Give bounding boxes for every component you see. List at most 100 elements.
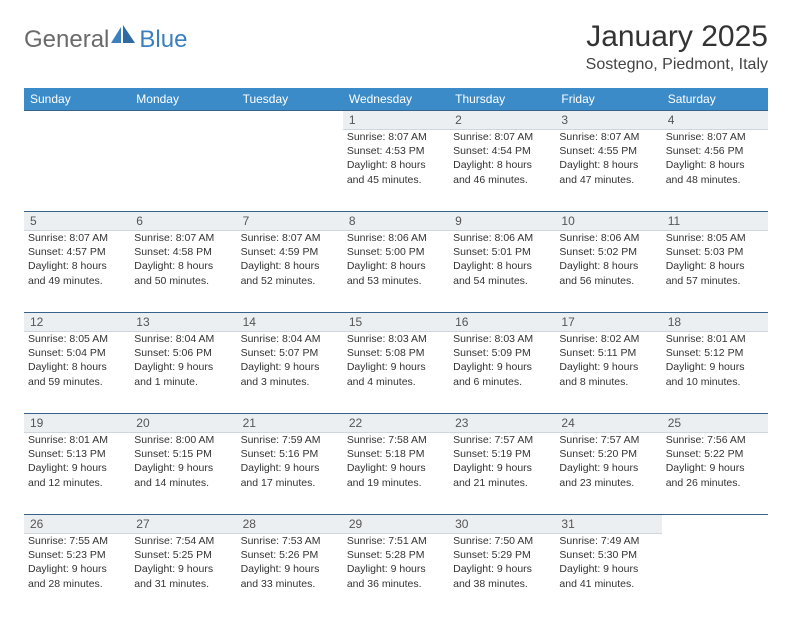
daylight-text: and 26 minutes. (666, 476, 764, 490)
day-number: 19 (24, 413, 130, 433)
day-cell: Sunrise: 8:02 AMSunset: 5:11 PMDaylight:… (555, 332, 661, 393)
day-cell: Sunrise: 8:01 AMSunset: 5:12 PMDaylight:… (662, 332, 768, 393)
weekday-header-row: SundayMondayTuesdayWednesdayThursdayFrid… (24, 88, 768, 110)
page-header: General Blue January 2025 Sostegno, Pied… (24, 20, 768, 74)
daylight-text: Daylight: 8 hours (453, 259, 551, 273)
sunrise-text: Sunrise: 8:01 AM (666, 332, 764, 346)
sunset-text: Sunset: 4:53 PM (347, 144, 445, 158)
sunset-text: Sunset: 5:16 PM (241, 447, 339, 461)
day-number: 18 (662, 312, 768, 332)
daylight-text: and 12 minutes. (28, 476, 126, 490)
day-number: 4 (662, 110, 768, 130)
sunset-text: Sunset: 5:25 PM (134, 548, 232, 562)
sunrise-text: Sunrise: 8:07 AM (134, 231, 232, 245)
sunrise-text: Sunrise: 8:05 AM (666, 231, 764, 245)
day-content-row: Sunrise: 8:01 AMSunset: 5:13 PMDaylight:… (24, 433, 768, 514)
day-cell: Sunrise: 8:04 AMSunset: 5:07 PMDaylight:… (237, 332, 343, 393)
day-cell: Sunrise: 7:50 AMSunset: 5:29 PMDaylight:… (449, 534, 555, 595)
daylight-text: Daylight: 9 hours (241, 562, 339, 576)
calendar-table: SundayMondayTuesdayWednesdayThursdayFrid… (24, 88, 768, 615)
daylight-text: and 48 minutes. (666, 173, 764, 187)
daylight-text: Daylight: 9 hours (347, 360, 445, 374)
day-content-row: Sunrise: 7:55 AMSunset: 5:23 PMDaylight:… (24, 534, 768, 615)
daylight-text: Daylight: 8 hours (134, 259, 232, 273)
day-cell: Sunrise: 8:06 AMSunset: 5:01 PMDaylight:… (449, 231, 555, 292)
day-number: 20 (130, 413, 236, 433)
daylight-text: and 54 minutes. (453, 274, 551, 288)
day-content-row: Sunrise: 8:05 AMSunset: 5:04 PMDaylight:… (24, 332, 768, 413)
daylight-text: Daylight: 8 hours (559, 158, 657, 172)
day-cell: Sunrise: 7:49 AMSunset: 5:30 PMDaylight:… (555, 534, 661, 595)
daylight-text: and 19 minutes. (347, 476, 445, 490)
day-number: 12 (24, 312, 130, 332)
sunrise-text: Sunrise: 8:02 AM (559, 332, 657, 346)
day-number-row: 262728293031 (24, 514, 768, 534)
daylight-text: and 10 minutes. (666, 375, 764, 389)
daylight-text: Daylight: 9 hours (453, 562, 551, 576)
daylight-text: and 17 minutes. (241, 476, 339, 490)
sunrise-text: Sunrise: 7:59 AM (241, 433, 339, 447)
daylight-text: Daylight: 9 hours (134, 360, 232, 374)
daylight-text: and 8 minutes. (559, 375, 657, 389)
weekday-header: Saturday (662, 88, 768, 110)
day-cell: Sunrise: 7:53 AMSunset: 5:26 PMDaylight:… (237, 534, 343, 595)
daylight-text: and 36 minutes. (347, 577, 445, 591)
day-cell: Sunrise: 8:00 AMSunset: 5:15 PMDaylight:… (130, 433, 236, 494)
day-number: 29 (343, 514, 449, 534)
weekday-header: Friday (555, 88, 661, 110)
daylight-text: Daylight: 9 hours (559, 360, 657, 374)
day-cell: Sunrise: 7:58 AMSunset: 5:18 PMDaylight:… (343, 433, 449, 494)
sunrise-text: Sunrise: 8:06 AM (347, 231, 445, 245)
day-number: 10 (555, 211, 661, 231)
day-cell: Sunrise: 8:05 AMSunset: 5:04 PMDaylight:… (24, 332, 130, 393)
sunrise-text: Sunrise: 8:06 AM (453, 231, 551, 245)
daylight-text: and 47 minutes. (559, 173, 657, 187)
daylight-text: and 38 minutes. (453, 577, 551, 591)
day-cell: Sunrise: 7:56 AMSunset: 5:22 PMDaylight:… (662, 433, 768, 494)
sunset-text: Sunset: 4:57 PM (28, 245, 126, 259)
day-content-row: Sunrise: 8:07 AM Sunset: 4:57 PM Daylight:… (24, 231, 768, 312)
sunrise-text: Sunrise: 8:07 AM (453, 130, 551, 144)
logo-text-general: General (24, 26, 109, 54)
day-number: 26 (24, 514, 130, 534)
day-cell: Sunrise: 8:03 AMSunset: 5:08 PMDaylight:… (343, 332, 449, 393)
sunrise-text: Sunrise: 7:58 AM (347, 433, 445, 447)
day-number-empty (662, 514, 768, 533)
sunset-text: Sunset: 5:12 PM (666, 346, 764, 360)
daylight-text: and 33 minutes. (241, 577, 339, 591)
sunset-text: Sunset: 5:20 PM (559, 447, 657, 461)
sunset-text: Sunset: 5:04 PM (28, 346, 126, 360)
day-number: 28 (237, 514, 343, 534)
daylight-text: and 3 minutes. (241, 375, 339, 389)
sunrise-text: Sunrise: 7:51 AM (347, 534, 445, 548)
day-number: 2 (449, 110, 555, 130)
sunrise-text: Sunrise: 8:06 AM (559, 231, 657, 245)
daylight-text: and 50 minutes. (134, 274, 232, 288)
brand-logo: General Blue (24, 20, 187, 54)
daylight-text: Daylight: 8 hours (453, 158, 551, 172)
sunrise-text: Sunrise: 8:00 AM (134, 433, 232, 447)
daylight-text: and 14 minutes. (134, 476, 232, 490)
sunset-text: Sunset: 5:26 PM (241, 548, 339, 562)
sunset-text: Sunset: 5:18 PM (347, 447, 445, 461)
sunset-text: Sunset: 4:55 PM (559, 144, 657, 158)
day-cell: Sunrise: 8:07 AMSunset: 4:56 PMDaylight:… (662, 130, 768, 191)
sunset-text: Sunset: 5:15 PM (134, 447, 232, 461)
day-number-empty (130, 110, 236, 129)
daylight-text: Daylight: 9 hours (241, 461, 339, 475)
day-cell: Sunrise: 8:07 AMSunset: 4:54 PMDaylight:… (449, 130, 555, 191)
sunrise-text: Sunrise: 7:54 AM (134, 534, 232, 548)
day-number-empty (237, 110, 343, 129)
day-number: 21 (237, 413, 343, 433)
daylight-text: and 57 minutes. (666, 274, 764, 288)
logo-sail-icon (109, 23, 137, 45)
sunset-text: Sunset: 5:01 PM (453, 245, 551, 259)
daylight-text: Daylight: 8 hours (666, 259, 764, 273)
day-number: 5 (24, 211, 130, 231)
sunset-text: Sunset: 5:19 PM (453, 447, 551, 461)
daylight-text: and 46 minutes. (453, 173, 551, 187)
sunrise-text: Sunrise: 8:04 AM (134, 332, 232, 346)
day-number: 1 (343, 110, 449, 130)
sunrise-text: Sunrise: 8:07 AM (347, 130, 445, 144)
day-number: 13 (130, 312, 236, 332)
